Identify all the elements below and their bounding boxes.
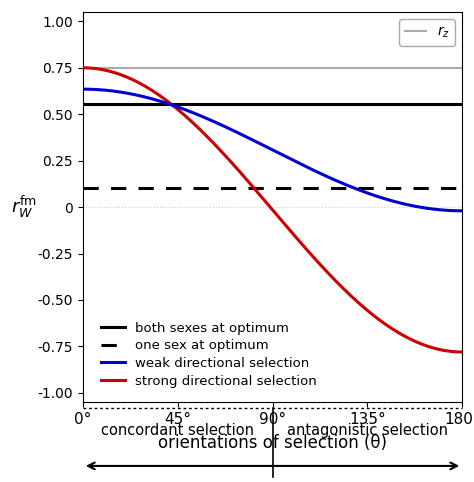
Text: concordant selection: concordant selection — [101, 423, 254, 438]
Text: antagonistic selection: antagonistic selection — [287, 423, 448, 438]
Legend: both sexes at optimum, one sex at optimum, weak directional selection, strong di: both sexes at optimum, one sex at optimu… — [97, 318, 321, 392]
Y-axis label: $r_W^{\mathrm{fm}}$: $r_W^{\mathrm{fm}}$ — [11, 194, 37, 220]
X-axis label: orientations of selection (θ): orientations of selection (θ) — [158, 434, 387, 452]
